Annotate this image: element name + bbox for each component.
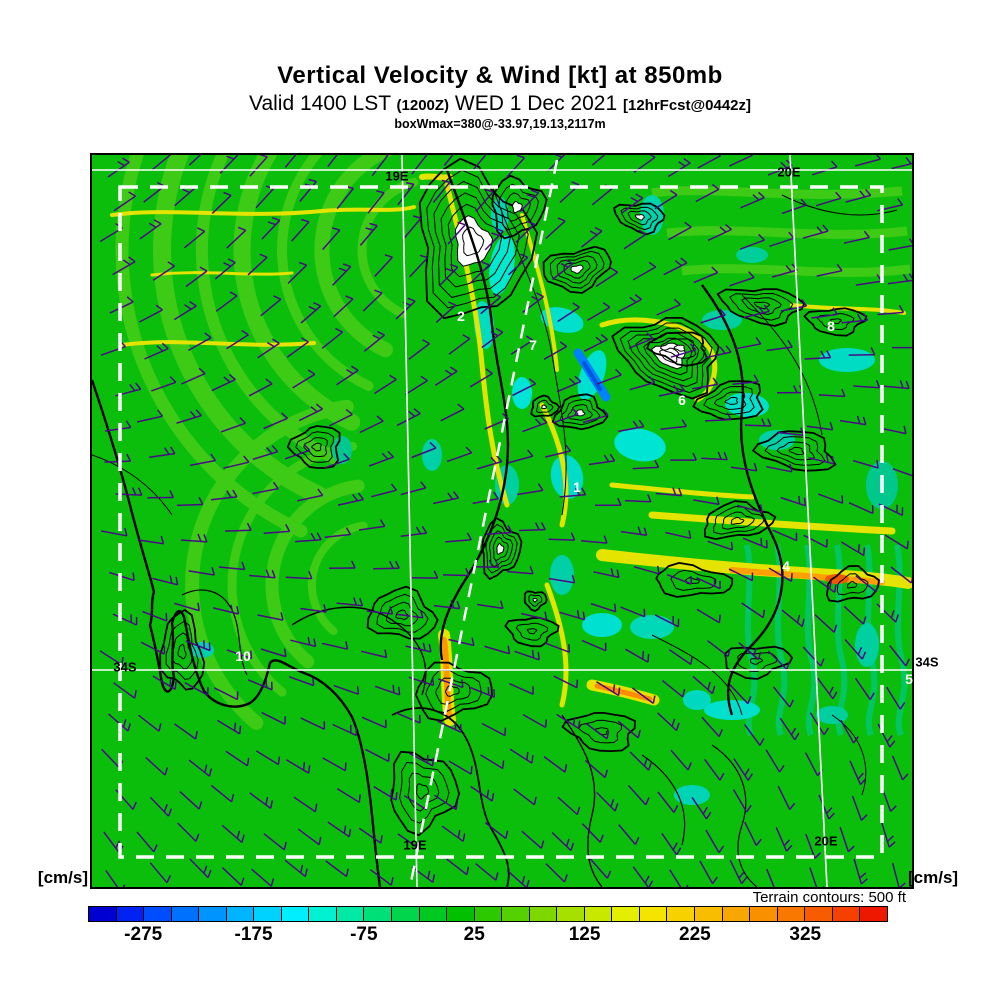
colorbar-cell <box>502 907 530 921</box>
terrain-contours-note: Terrain contours: 500 ft <box>752 889 906 906</box>
colorbar-cell <box>557 907 585 921</box>
colorbar-cell <box>336 907 365 921</box>
colorbar-cell <box>254 907 282 921</box>
colorbar-cell <box>805 907 833 921</box>
velocity-colorbar <box>88 906 888 922</box>
forecast-hour-tag: [12hrFcst@0442z] <box>622 97 751 114</box>
map-value-label: 7 <box>529 337 537 353</box>
colorbar-cell <box>364 907 393 921</box>
valid-date: WED 1 Dec 2021 <box>454 92 618 115</box>
colorbar-cell <box>171 907 200 921</box>
graticule-label-19e: 19E <box>403 837 427 853</box>
graticule-label-34s: 34S <box>915 654 939 670</box>
colorbar-tick: 325 <box>789 924 822 945</box>
map-value-label: 4 <box>782 558 790 574</box>
plot-header: Vertical Velocity & Wind [kt] at 850mb V… <box>0 62 1000 131</box>
colorbar-tick-labels: -275 -175 -75 25 125 225 325 <box>88 924 888 950</box>
units-label-left: [cm/s] <box>37 868 88 887</box>
cross-section-line <box>408 159 559 887</box>
vertical-velocity-map <box>92 155 912 887</box>
map-value-label: 8 <box>827 318 835 334</box>
wind-barbs <box>99 155 912 887</box>
colorbar-tick: 25 <box>463 924 485 945</box>
graticule-label-19e: 19E <box>385 168 409 184</box>
colorbar-cell <box>529 907 558 921</box>
colorbar-tick: -175 <box>234 924 273 945</box>
map-value-label: 10 <box>235 648 251 664</box>
graticule-label-20e: 20E <box>777 164 801 180</box>
colorbar-cell <box>89 907 117 921</box>
colorbar-tick: -75 <box>350 924 378 945</box>
valid-time: Valid 1400 LST <box>249 92 391 115</box>
map-value-label: 6 <box>678 392 686 408</box>
colorbar-cell <box>309 907 337 921</box>
colorbar-cell <box>144 907 172 921</box>
map-canvas <box>90 153 914 889</box>
colorbar-cell <box>695 907 723 921</box>
colorbar-tick: 125 <box>568 924 601 945</box>
colorbar-cell <box>777 907 806 921</box>
units-label-right: [cm/s] <box>908 868 959 887</box>
colorbar-cell <box>722 907 751 921</box>
colorbar-cell <box>612 907 640 921</box>
colorbar-tick: 225 <box>679 924 711 945</box>
colorbar-cell <box>392 907 420 921</box>
colorbar-tick: -275 <box>124 924 163 945</box>
colorbar-cell <box>199 907 227 921</box>
colorbar-cell <box>750 907 778 921</box>
terrain-contours <box>92 157 898 887</box>
analysis-box-dashed <box>118 185 884 859</box>
graticule-label-20e: 20E <box>814 833 838 849</box>
plot-title: Vertical Velocity & Wind [kt] at 850mb <box>277 62 723 89</box>
colorbar-cell <box>116 907 145 921</box>
map-value-label: 1 <box>573 479 581 495</box>
map-value-label: 5 <box>905 671 913 687</box>
colorbar-cell <box>667 907 696 921</box>
valid-zulu-time: (1200Z) <box>396 97 450 114</box>
boxwmax-line: boxWmax=380@-33.97,19.13,2117m <box>394 117 606 131</box>
colorbar-cell <box>419 907 448 921</box>
plot-valid-line: Valid 1400 LST (1200Z) WED 1 Dec 2021 [1… <box>0 92 1000 116</box>
colorbar-cell <box>474 907 503 921</box>
colorbar-cell <box>832 907 861 921</box>
updraft-cyan-patches <box>190 195 898 805</box>
colorbar-cell <box>639 907 668 921</box>
colorbar-cell <box>860 907 887 921</box>
colorbar-cell <box>226 907 255 921</box>
colorbar-cell <box>447 907 475 921</box>
coastline <box>92 379 382 887</box>
map-value-label: 2 <box>457 308 465 324</box>
colorbar-cell <box>584 907 613 921</box>
graticule <box>92 155 912 887</box>
colorbar-cell <box>281 907 310 921</box>
graticule-label-34s: 34S <box>113 659 137 675</box>
